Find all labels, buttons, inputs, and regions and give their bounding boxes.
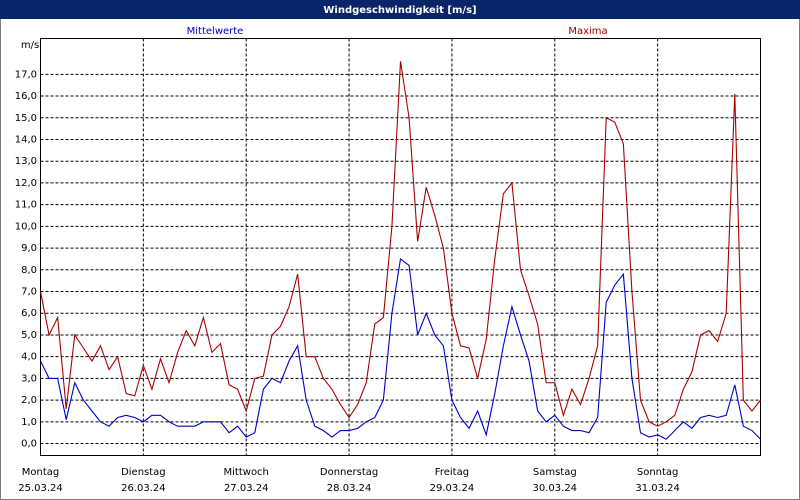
x-tick-date: 27.03.24 [224, 483, 269, 494]
y-tick-label: 14,0 [15, 134, 37, 145]
y-tick-label: 9,0 [21, 243, 37, 254]
x-tick-label: Donnerstag [320, 467, 378, 478]
data-line [40, 257, 761, 440]
y-tick-label: 10,0 [15, 221, 37, 232]
data-line [39, 61, 761, 427]
x-tick-label: Dienstag [121, 467, 166, 478]
legend-entry: Mittelwerte [187, 26, 244, 37]
y-tick-label: 13,0 [15, 156, 37, 167]
x-tick-label: Samstag [533, 467, 577, 478]
x-tick-date: 29.03.24 [430, 483, 475, 494]
y-tick-label: 4,0 [21, 352, 37, 363]
x-tick-label: Freitag [435, 467, 469, 478]
chart-title: Windgeschwindigkeit [m/s] [323, 5, 476, 16]
plot-frame [40, 38, 761, 456]
y-unit: m/s [21, 40, 39, 51]
y-tick-label: 11,0 [15, 200, 37, 211]
y-tick-label: 1,0 [21, 417, 37, 428]
y-tick-label: 12,0 [15, 178, 37, 189]
x-tick-label: Montag [22, 467, 59, 478]
title-bar [0, 0, 800, 19]
y-tick-label: 16,0 [15, 91, 37, 102]
x-tick-date: 28.03.24 [327, 483, 372, 494]
y-tick-label: 3,0 [21, 373, 37, 384]
y-tick-label: 8,0 [21, 265, 37, 276]
y-tick-label: 2,0 [21, 395, 37, 406]
x-tick-date: 31.03.24 [635, 483, 680, 494]
y-tick-label: 7,0 [21, 287, 37, 298]
x-tick-label: Sonntag [637, 467, 679, 478]
x-tick-date: 26.03.24 [121, 483, 166, 494]
x-tick-date: 25.03.24 [18, 483, 63, 494]
y-tick-label: 17,0 [15, 69, 37, 80]
y-tick-label: 15,0 [15, 113, 37, 124]
y-tick-label: 0,0 [21, 439, 37, 450]
x-tick-label: Mittwoch [224, 467, 269, 478]
y-tick-label: 5,0 [21, 330, 37, 341]
x-tick-date: 30.03.24 [533, 483, 578, 494]
legend-entry: Maxima [568, 26, 607, 37]
y-tick-label: 6,0 [21, 308, 37, 319]
